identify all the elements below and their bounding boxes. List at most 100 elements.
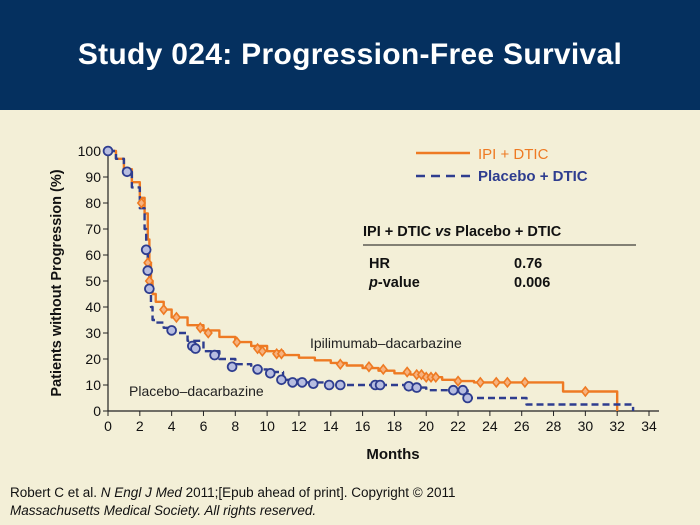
censor-marker-placebo — [411, 382, 422, 393]
censor-marker-ipi — [276, 348, 287, 360]
y-tick-label: 30 — [85, 325, 101, 341]
censor-marker-ipi — [475, 376, 485, 389]
censor-marker-ipi — [335, 358, 345, 370]
censor-marker-ipi — [232, 336, 242, 348]
censor-marker-placebo — [121, 166, 133, 178]
censor-marker-placebo — [166, 325, 177, 336]
x-tick-label: 24 — [482, 418, 498, 434]
censor-marker-ipi — [203, 327, 213, 339]
y-tick-label: 0 — [93, 403, 101, 419]
legend-label-placebo: Placebo + DTIC — [478, 168, 588, 185]
censor-marker-placebo — [447, 384, 459, 396]
citation-line1: Robert C et al. N Engl J Med 2011;[Epub … — [10, 484, 455, 502]
censor-marker-placebo — [144, 283, 155, 295]
x-tick-label: 26 — [514, 418, 530, 434]
stats-header-part2: Placebo + DTIC — [451, 224, 562, 240]
censor-marker-ipi — [402, 366, 412, 378]
censor-marker-placebo — [287, 377, 298, 388]
citation-journal: N Engl J Med — [100, 485, 182, 500]
x-tick-label: 18 — [387, 418, 403, 434]
censor-marker-ipi — [171, 311, 182, 324]
x-tick-label: 10 — [259, 418, 275, 434]
x-tick-label: 6 — [200, 418, 208, 434]
censor-marker-placebo — [252, 364, 263, 375]
censor-marker-ipi — [257, 345, 267, 357]
stats-header-part1: IPI + DTIC — [363, 224, 435, 240]
censor-marker-placebo — [209, 349, 220, 361]
x-tick-label: 0 — [104, 418, 112, 434]
censor-marker-ipi — [378, 363, 388, 376]
citation-part1: Robert C et al. — [10, 485, 101, 500]
censor-marker-placebo — [307, 378, 319, 390]
stats-hr-label: HR — [369, 256, 390, 272]
censor-marker-ipi — [502, 376, 513, 389]
stats-hr-value: 0.76 — [514, 256, 542, 272]
annotation-placebo: Placebo–dacarbazine — [129, 383, 264, 399]
x-tick-label: 32 — [609, 418, 625, 434]
censor-marker-placebo — [276, 374, 287, 386]
y-tick-label: 20 — [85, 351, 101, 367]
series-layer — [102, 145, 635, 411]
censor-marker-placebo — [140, 244, 152, 256]
censor-marker-ipi — [252, 342, 263, 355]
y-tick-label: 80 — [85, 195, 101, 211]
y-tick-label: 90 — [85, 169, 101, 185]
x-tick-label: 4 — [168, 418, 176, 434]
page-title: Study 024: Progression-Free Survival — [77, 38, 623, 71]
censor-marker-ipi — [364, 361, 374, 373]
censor-marker-ipi — [491, 376, 501, 389]
citation: Robert C et al. N Engl J Med 2011;[Epub … — [10, 484, 455, 520]
censor-marker-ipi — [520, 376, 530, 389]
censor-marker-ipi — [580, 385, 590, 398]
x-tick-label: 34 — [641, 418, 657, 434]
title-banner: Study 024: Progression-Free Survival — [0, 0, 700, 110]
y-tick-label: 40 — [85, 299, 101, 315]
legend-label-ipi: IPI + DTIC — [478, 146, 549, 163]
censor-marker-placebo — [323, 379, 335, 391]
stats-pvalue-value: 0.006 — [514, 275, 550, 291]
x-axis-label: Months — [366, 446, 419, 463]
series-line-placebo — [108, 149, 635, 411]
stats-pvalue-label: p-value — [368, 275, 420, 291]
censor-marker-ipi — [416, 368, 427, 381]
annotation-ipi: Ipilimumab–dacarbazine — [310, 335, 462, 351]
axes: 0 2 4 6 8 10 12 14 16 18 20 22 24 26 28 30 32 34010203040… — [78, 143, 659, 434]
censor-marker-placebo — [190, 343, 201, 354]
x-tick-label: 8 — [231, 418, 239, 434]
censor-marker-placebo — [374, 379, 386, 391]
citation-line2: Massachusetts Medical Society. All right… — [10, 503, 317, 518]
censor-marker-ipi — [159, 303, 169, 316]
censor-marker-ipi — [195, 322, 205, 334]
censor-marker-ipi — [136, 197, 147, 209]
km-chart: 0 2 4 6 8 10 12 14 16 18 20 22 24 26 28 30 32 34010203040… — [49, 143, 659, 463]
x-tick-label: 2 — [136, 418, 144, 434]
x-tick-label: 28 — [546, 418, 562, 434]
x-tick-label: 14 — [323, 418, 339, 434]
censor-marker-placebo — [226, 361, 238, 373]
stats-table: IPI + DTIC vs Placebo + DTIC HR 0.76 p-v… — [363, 224, 636, 291]
x-tick-label: 30 — [578, 418, 594, 434]
y-tick-label: 70 — [85, 221, 101, 237]
citation-part2: 2011;[Epub ahead of print]. Copyright © … — [181, 485, 456, 500]
x-tick-label: 12 — [291, 418, 307, 434]
legend: IPI + DTIC Placebo + DTIC — [416, 146, 588, 185]
stats-header-vs: vs — [435, 224, 451, 240]
y-tick-label: 50 — [85, 273, 101, 289]
censor-marker-placebo — [264, 367, 276, 379]
x-tick-label: 22 — [450, 418, 466, 434]
censor-marker-ipi — [453, 375, 463, 387]
x-tick-label: 20 — [418, 418, 434, 434]
censor-marker-placebo — [462, 392, 473, 404]
censor-marker-ipi — [431, 371, 441, 383]
y-tick-label: 60 — [85, 247, 101, 263]
censor-marker-placebo — [457, 384, 469, 396]
stats-pvalue-suffix: -value — [378, 275, 420, 291]
x-tick-label: 16 — [355, 418, 371, 434]
censor-marker-placebo — [102, 145, 114, 157]
censor-marker-placebo — [142, 265, 154, 276]
censor-marker-placebo — [335, 379, 346, 391]
y-tick-label: 100 — [78, 143, 102, 159]
censor-marker-placebo — [296, 377, 308, 388]
y-axis-label: Patients without Progression (%) — [49, 169, 65, 396]
y-tick-label: 10 — [85, 377, 101, 393]
